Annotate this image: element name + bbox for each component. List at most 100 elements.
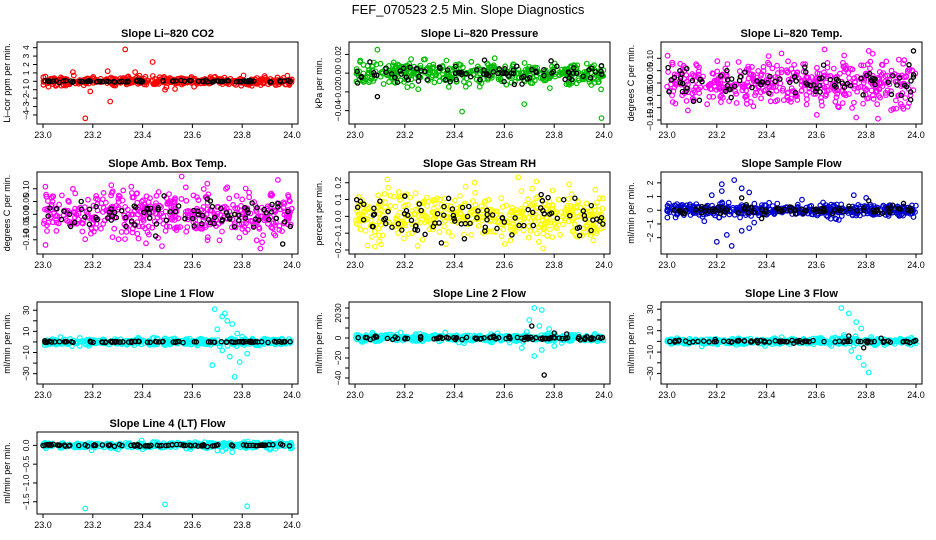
data-point bbox=[217, 212, 224, 219]
panel-title: Slope Sample Flow bbox=[741, 158, 842, 170]
data-point bbox=[596, 207, 603, 214]
panel-title: Slope Line 2 Flow bbox=[433, 288, 526, 300]
data-point bbox=[407, 64, 413, 71]
data-point bbox=[69, 79, 76, 86]
data-point bbox=[72, 205, 78, 212]
data-point bbox=[200, 186, 207, 192]
data-point bbox=[92, 225, 99, 232]
data-point bbox=[78, 206, 85, 212]
series-fit bbox=[354, 57, 605, 100]
data-point bbox=[133, 190, 140, 197]
data-point bbox=[477, 76, 483, 83]
data-point bbox=[695, 68, 702, 75]
data-point bbox=[422, 231, 428, 238]
data-point bbox=[374, 46, 381, 53]
y-tick-label: −0.2 bbox=[333, 241, 343, 258]
data-point bbox=[58, 216, 65, 223]
data-point bbox=[392, 74, 398, 81]
data-point bbox=[145, 231, 152, 238]
data-point bbox=[111, 225, 118, 232]
data-point bbox=[766, 61, 773, 68]
data-point bbox=[398, 71, 405, 77]
data-point bbox=[907, 96, 914, 103]
data-point bbox=[431, 205, 437, 212]
data-point bbox=[513, 209, 520, 216]
data-point bbox=[715, 85, 722, 92]
data-point bbox=[65, 198, 72, 205]
panel-title: Slope Amb. Box Temp. bbox=[108, 158, 227, 170]
data-point bbox=[269, 201, 275, 208]
data-point bbox=[538, 347, 545, 353]
data-point bbox=[906, 62, 912, 68]
data-point bbox=[489, 212, 496, 218]
data-point bbox=[799, 196, 805, 203]
data-point bbox=[461, 236, 468, 242]
x-tick-label: 23.6 bbox=[496, 260, 514, 270]
data-point bbox=[869, 92, 876, 99]
data-point bbox=[759, 79, 766, 86]
data-point bbox=[472, 201, 479, 208]
data-point bbox=[59, 192, 65, 199]
data-point bbox=[44, 78, 51, 84]
data-point bbox=[415, 78, 422, 84]
data-point bbox=[72, 209, 78, 216]
data-point bbox=[818, 98, 825, 105]
data-point bbox=[831, 82, 838, 89]
data-point bbox=[77, 78, 83, 84]
data-point bbox=[570, 203, 577, 210]
data-point bbox=[883, 92, 889, 98]
data-point bbox=[541, 220, 548, 227]
x-tick-label: 23.2 bbox=[84, 260, 102, 270]
data-point bbox=[901, 57, 908, 64]
data-point bbox=[590, 75, 597, 82]
data-point bbox=[177, 224, 184, 230]
data-point bbox=[758, 215, 765, 222]
x-tick-label: 23.2 bbox=[708, 130, 726, 140]
data-point bbox=[42, 241, 49, 248]
data-point bbox=[764, 79, 771, 86]
data-point bbox=[749, 84, 755, 91]
data-point bbox=[42, 183, 49, 190]
y-tick-label: −40 bbox=[333, 371, 343, 386]
data-point bbox=[444, 202, 451, 209]
data-point bbox=[242, 204, 248, 211]
data-point bbox=[214, 326, 221, 333]
data-point bbox=[518, 188, 525, 195]
data-point bbox=[593, 230, 600, 237]
data-point bbox=[751, 209, 757, 216]
data-point bbox=[61, 208, 67, 214]
data-point bbox=[588, 211, 595, 218]
data-point bbox=[731, 177, 738, 184]
data-point bbox=[835, 103, 841, 110]
data-point bbox=[479, 217, 485, 224]
data-point bbox=[225, 212, 231, 219]
data-point bbox=[204, 234, 211, 241]
data-point bbox=[271, 207, 278, 214]
data-point bbox=[132, 222, 138, 228]
data-point bbox=[525, 234, 532, 241]
data-point bbox=[82, 214, 88, 220]
data-point bbox=[195, 208, 201, 215]
data-point bbox=[700, 73, 706, 80]
data-point bbox=[259, 213, 266, 220]
data-point bbox=[354, 221, 360, 227]
data-point bbox=[56, 201, 62, 208]
data-point bbox=[175, 203, 182, 209]
data-point bbox=[380, 81, 387, 87]
data-point bbox=[600, 195, 606, 202]
data-point bbox=[598, 71, 605, 78]
data-point bbox=[66, 211, 73, 218]
data-point bbox=[665, 69, 671, 75]
data-point bbox=[45, 83, 52, 90]
data-point bbox=[903, 83, 910, 90]
data-point bbox=[424, 76, 430, 83]
data-point bbox=[149, 224, 156, 231]
data-point bbox=[378, 241, 385, 248]
data-point bbox=[784, 90, 791, 96]
y-tick-label: −0.15 bbox=[645, 109, 655, 131]
series-fit bbox=[665, 48, 917, 105]
data-point bbox=[590, 237, 597, 244]
data-point bbox=[598, 68, 604, 75]
data-point bbox=[665, 64, 671, 71]
data-point bbox=[541, 372, 547, 378]
